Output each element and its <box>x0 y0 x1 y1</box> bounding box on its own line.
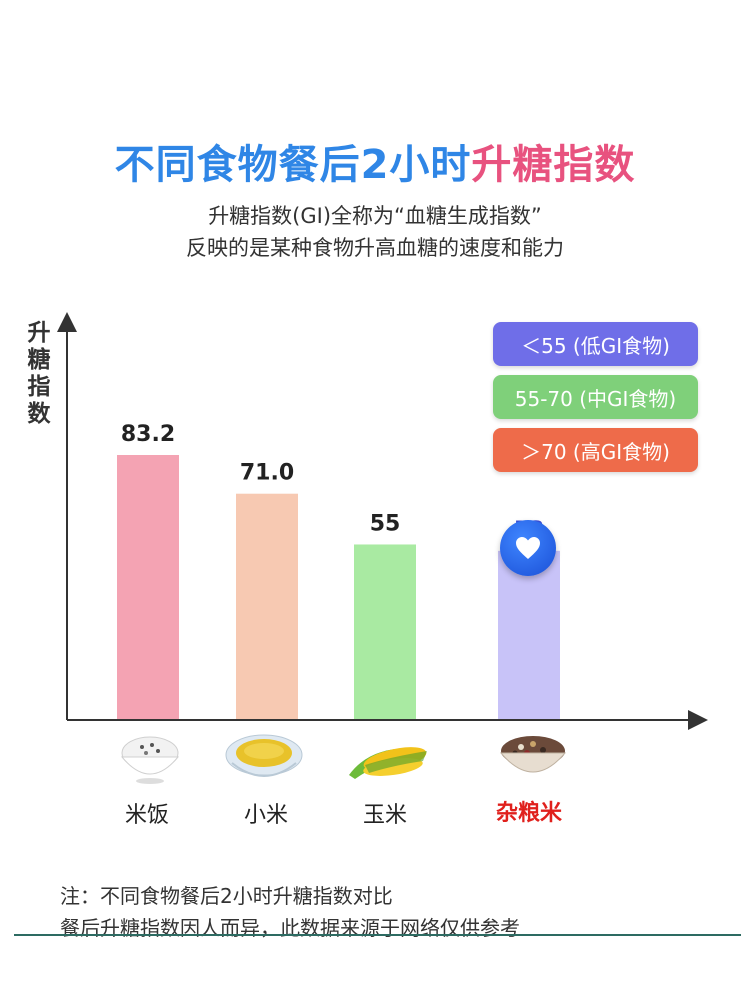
heart-icon <box>500 520 556 576</box>
subtitle-line-1: 升糖指数(GI)全称为“血糖生成指数” <box>208 204 542 228</box>
millet-bowl-icon <box>224 733 304 787</box>
legend-low-gi: ＜55 (低GI食物) <box>493 322 698 366</box>
category-label-rice: 米饭 <box>124 803 169 828</box>
value-label-corn: 55 <box>370 511 401 536</box>
bar-rice <box>117 455 179 719</box>
rice-bowl-icon <box>116 733 184 789</box>
category-label-corn: 玉米 <box>362 803 407 828</box>
legend-high-gi: ＞70 (高GI食物) <box>493 428 698 472</box>
y-axis-label: 升糖指数 <box>27 320 51 427</box>
corn-icon <box>345 735 431 785</box>
mixed-grain-bowl-icon <box>497 731 569 791</box>
bar-mixed-grain <box>498 550 560 719</box>
chart-title-main: 不同食物餐后2小时 <box>114 142 472 188</box>
footnote-line-2: 餐后升糖指数因人而异，此数据来源于网络仅供参考 <box>60 916 520 940</box>
bar-corn <box>354 544 416 719</box>
chart-title-accent: 升糖指数 <box>471 142 636 188</box>
category-label-millet: 小米 <box>243 803 288 828</box>
legend-mid-gi: 55-70 (中GI食物) <box>493 375 698 419</box>
value-label-rice: 83.2 <box>121 422 175 447</box>
bottom-divider <box>14 934 741 936</box>
chart-title: 不同食物餐后2小时升糖指数 <box>0 132 750 190</box>
subtitle-line-2: 反映的是某种食物升高血糖的速度和能力 <box>186 236 564 260</box>
bar-millet <box>236 493 298 719</box>
value-label-millet: 71.0 <box>240 461 294 486</box>
footnote-line-1: 注：不同食物餐后2小时升糖指数对比 <box>60 884 393 908</box>
category-label-mixed-grain: 杂粮米 <box>495 801 562 826</box>
bars-layer: 83.271.05553 <box>117 422 560 719</box>
